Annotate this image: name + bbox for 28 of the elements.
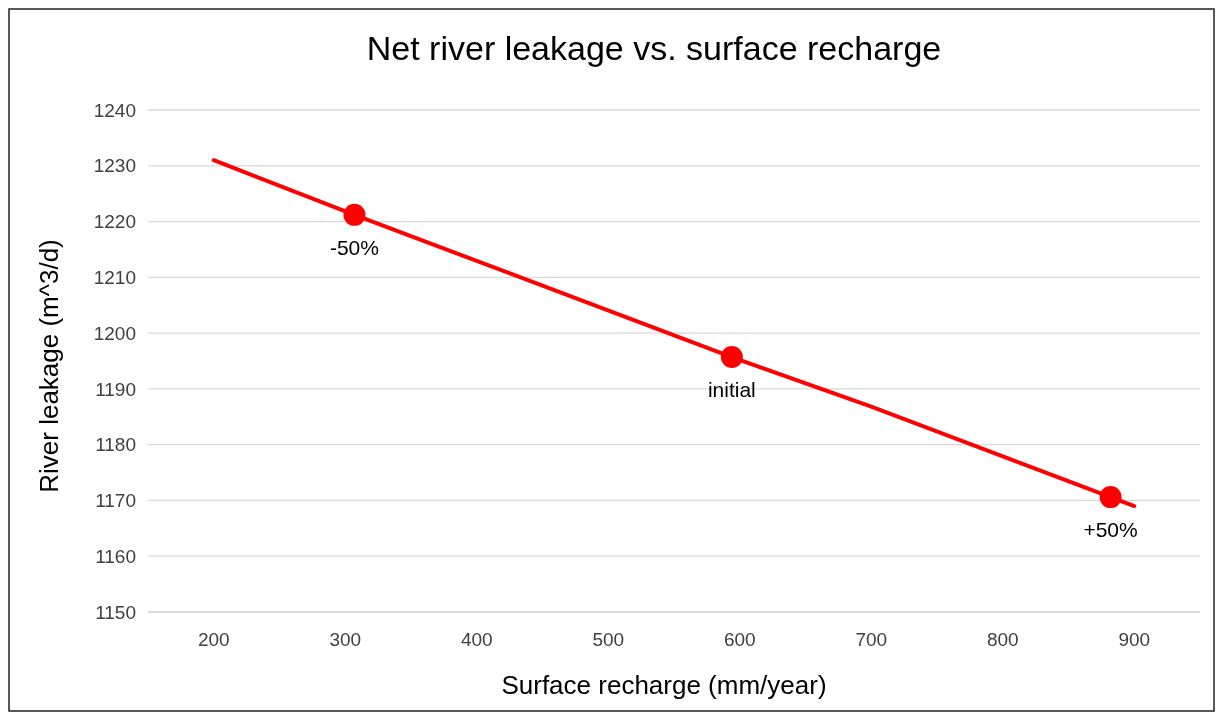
y-tick-label: 1150 — [95, 601, 136, 623]
chart-title: Net river leakage vs. surface recharge — [366, 29, 942, 67]
y-tick-label: 1220 — [93, 211, 136, 233]
annotation: +50% — [1083, 518, 1138, 542]
point — [1099, 486, 1122, 509]
x-tick-label: 700 — [855, 629, 888, 650]
x-tick-label: 200 — [197, 629, 230, 650]
y-tick-label: 1180 — [95, 434, 136, 456]
y-axis-title: River leakage (m^3/d) — [34, 239, 64, 493]
x-axis-title: Surface recharge (mm/year) — [501, 670, 827, 700]
annotation: -50% — [329, 235, 379, 259]
y-tick-label: 1230 — [93, 155, 136, 177]
y-tick-label: 1210 — [93, 266, 136, 288]
point — [343, 203, 366, 226]
y-tick-label: 1200 — [93, 322, 136, 344]
y-tick-label: 1160 — [95, 545, 136, 567]
x-tick-label: 800 — [986, 629, 1019, 650]
annotation: initial — [707, 378, 756, 402]
y-tick-label: 1170 — [95, 490, 136, 512]
y-tick-label: 1240 — [93, 99, 136, 121]
x-tick-label: 600 — [723, 629, 756, 650]
x-tick-label: 400 — [460, 629, 493, 650]
x-tick-label: 300 — [329, 629, 362, 650]
x-tick-label: 500 — [592, 629, 625, 650]
x-tick-label: 900 — [1118, 629, 1151, 650]
point — [720, 346, 743, 369]
line-series — [211, 158, 1137, 509]
y-tick-label: 1190 — [95, 378, 136, 400]
